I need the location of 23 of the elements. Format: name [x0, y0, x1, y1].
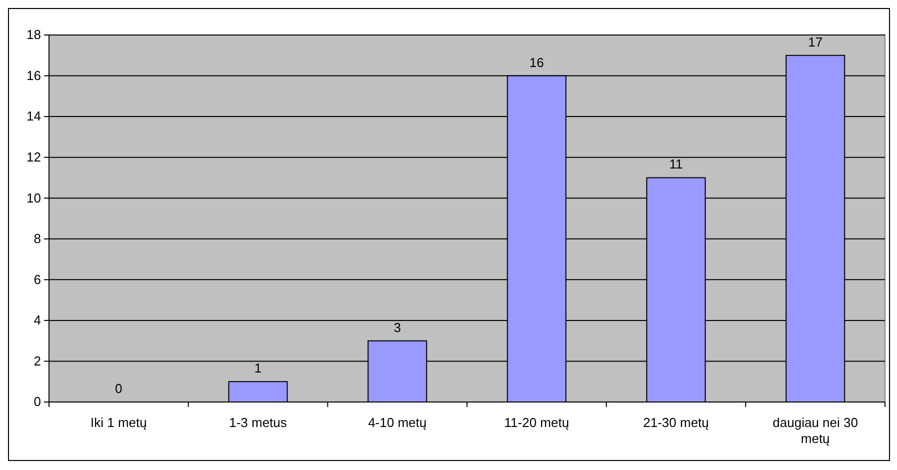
y-tick-label: 14: [26, 108, 41, 124]
y-tick-label: 18: [26, 27, 41, 42]
y-tick-label: 10: [26, 190, 41, 206]
data-label: 11: [669, 156, 683, 172]
y-tick-label: 16: [26, 68, 41, 83]
x-tick-label: 4-10 metų: [368, 415, 427, 430]
data-label: 3: [394, 320, 401, 335]
x-tick-label: 11-20 metų: [504, 415, 570, 430]
y-tick-label: 6: [34, 272, 41, 287]
y-tick-label: 12: [26, 149, 41, 164]
data-label: 1: [254, 360, 262, 376]
y-tick-label: 4: [34, 312, 41, 328]
data-label: 17: [808, 34, 823, 50]
data-label: 16: [529, 54, 544, 70]
bar: [228, 381, 288, 402]
x-tick-label: daugiau nei 30 metų: [772, 415, 858, 446]
y-tick-label: 8: [34, 231, 41, 246]
x-tick-label: Iki 1 metų: [90, 415, 147, 430]
y-tick-label: 0: [34, 394, 41, 410]
y-tick-label: 2: [34, 353, 41, 368]
x-tick-label: 21-30 metų: [643, 415, 709, 430]
data-label: 0: [115, 381, 122, 396]
x-tick-label: 1-3 metus: [229, 415, 288, 430]
